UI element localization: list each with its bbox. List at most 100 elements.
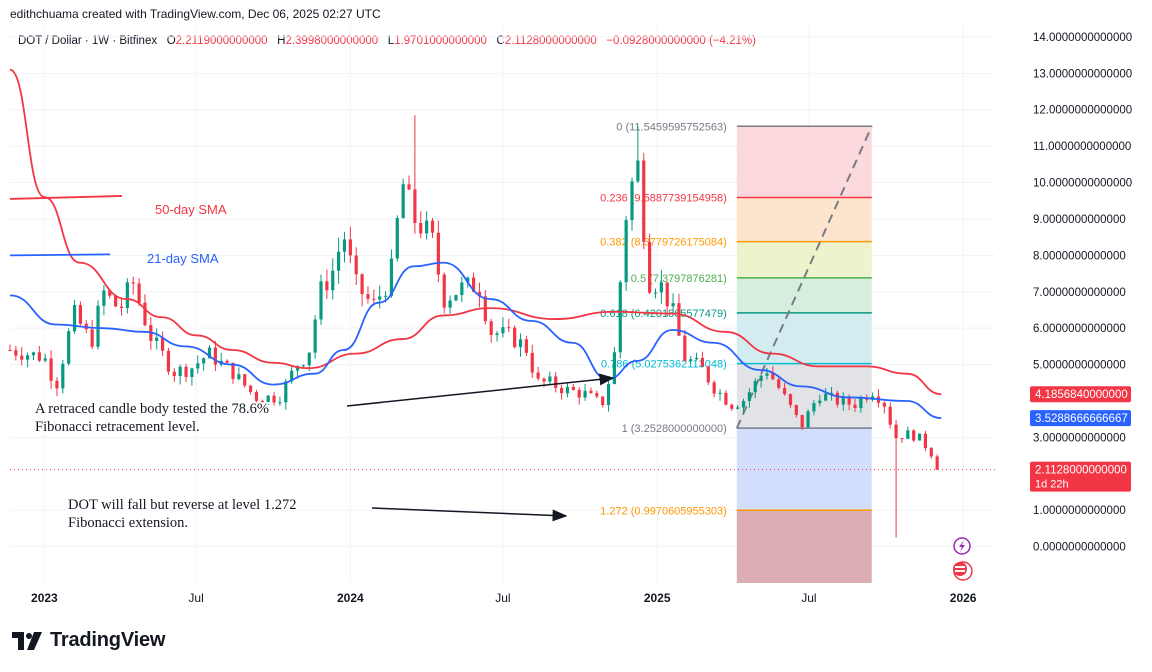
price-badge-bg [1030, 461, 1131, 492]
candle-body [524, 339, 528, 353]
candle-up [495, 330, 499, 342]
sma21-label: 21-day SMA [147, 251, 219, 266]
fib-level-label: 0.382 (8.3779726175084) [600, 237, 727, 249]
price-tick-label: 12.0000000000000 [1033, 105, 1132, 117]
candle-down [213, 341, 217, 372]
candle-body [560, 387, 564, 394]
candle-body [882, 402, 886, 407]
candle-body [624, 220, 628, 283]
candle-body [160, 337, 165, 351]
lightning-glyph [959, 540, 965, 552]
price-tick-label: 5.0000000000000 [1033, 360, 1126, 372]
candle-body [718, 392, 722, 394]
candle-body [659, 282, 663, 293]
candle-body [665, 282, 669, 307]
candle-body [900, 438, 904, 440]
candle-up [747, 388, 751, 408]
candle-body [319, 281, 323, 320]
candle-up [841, 392, 845, 411]
candle-down [184, 363, 188, 383]
candle-down [507, 318, 511, 332]
price-badge: 3.5288666666667 [1030, 410, 1131, 427]
candle-up [278, 396, 282, 406]
fib-zone [736, 277, 872, 313]
candle-body [430, 220, 435, 233]
candle-body [231, 362, 235, 380]
candles [8, 115, 939, 538]
candle-down [243, 373, 247, 388]
candle-body [413, 189, 417, 224]
candle-down [160, 331, 165, 357]
candle-body [184, 366, 188, 377]
low-value: 1.9701000000000 [394, 35, 487, 47]
time-tick-label: 2025 [644, 591, 671, 605]
candle-up [448, 295, 452, 314]
time-tick-label: Jul [188, 591, 203, 605]
candle-body [395, 218, 399, 259]
candle-body [90, 329, 94, 347]
candle-down [683, 329, 687, 362]
candle-down [777, 375, 781, 390]
candle-body [800, 414, 804, 428]
candle-down [794, 404, 798, 418]
candle-down [648, 233, 652, 294]
candle-body [37, 352, 41, 361]
candle-down [788, 393, 793, 409]
high-label: H [277, 35, 286, 47]
tradingview-brand: TradingView [50, 629, 166, 651]
candle-up [806, 409, 810, 428]
candle-body [777, 379, 781, 388]
candle-body [196, 363, 200, 369]
candle-body [460, 282, 464, 296]
candle-up [425, 211, 429, 240]
us-flag-glyph [953, 562, 967, 576]
candle-body [835, 392, 839, 405]
candle-body [96, 305, 100, 347]
price-badge-label: 4.1856840000000 [1035, 389, 1128, 401]
candle-up [583, 383, 587, 401]
candle-body [595, 393, 599, 397]
candle-body [178, 366, 182, 377]
candle-down [354, 247, 358, 285]
candle-down [900, 438, 904, 443]
candle-body [765, 373, 769, 376]
event-icons [953, 537, 973, 581]
tradingview-logo[interactable]: TradingView [12, 629, 165, 652]
price-badge-bg [1030, 386, 1131, 403]
candle-body [847, 397, 851, 405]
candle-body [155, 337, 159, 341]
candle-down [172, 368, 176, 382]
candle-up [694, 352, 699, 361]
time-tick-label: 2026 [950, 591, 977, 605]
candle-body [61, 363, 65, 389]
candle-body [278, 402, 282, 404]
candle-body [72, 305, 77, 332]
candle-up [378, 285, 382, 309]
candle-body [818, 400, 822, 404]
candle-body [636, 160, 640, 182]
candle-up [818, 394, 822, 407]
price-tick-label: 3.0000000000000 [1033, 432, 1126, 444]
candle-up [624, 216, 628, 291]
candle-body [554, 376, 558, 388]
candle-down [419, 211, 423, 239]
price-tick-label: 7.0000000000000 [1033, 287, 1126, 299]
symbol-legend[interactable]: DOT / Dollar · 1W · Bitfinex O2.21190000… [18, 35, 756, 47]
candle-down [348, 226, 352, 264]
candle-body [436, 232, 440, 275]
candle-body [8, 350, 12, 352]
candle-body [366, 294, 370, 299]
high-value: 2.3998000000000 [285, 35, 379, 47]
sma50-legend-line [9, 195, 123, 200]
candle-body [78, 305, 83, 324]
price-badge: 4.1856840000000 [1030, 386, 1131, 403]
candle-body [254, 392, 259, 401]
fib-zone [736, 312, 872, 364]
candle-body [248, 385, 253, 393]
candle-up [284, 378, 288, 410]
candle-body [372, 298, 376, 300]
time-tick-label: 2023 [31, 591, 58, 605]
candle-body [507, 327, 511, 329]
candle-body [571, 386, 575, 390]
